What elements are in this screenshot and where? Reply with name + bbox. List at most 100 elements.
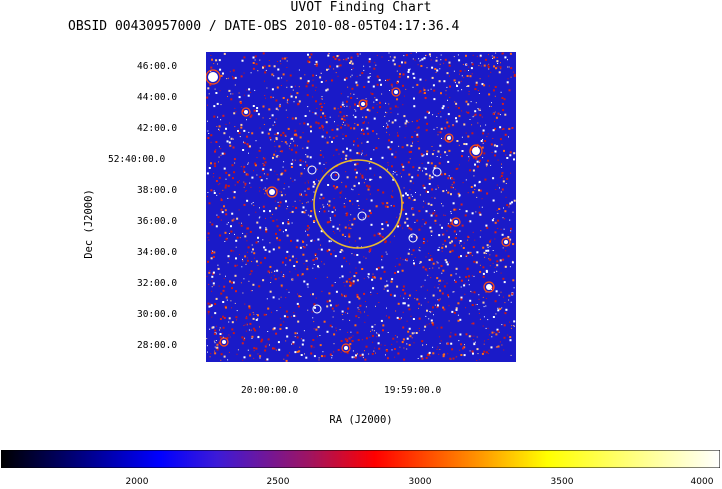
noise-pixel xyxy=(391,89,393,91)
noise-pixel xyxy=(339,329,341,331)
noise-pixel xyxy=(325,117,327,119)
noise-pixel xyxy=(345,58,348,61)
noise-pixel xyxy=(237,128,239,130)
noise-pixel xyxy=(450,211,452,213)
noise-pixel xyxy=(425,315,427,317)
noise-pixel xyxy=(250,91,252,93)
noise-pixel xyxy=(341,314,343,315)
noise-pixel xyxy=(282,166,284,168)
noise-pixel xyxy=(354,356,357,359)
noise-pixel xyxy=(257,70,259,72)
noise-pixel xyxy=(250,114,253,117)
noise-pixel xyxy=(431,76,434,79)
noise-pixel xyxy=(453,70,455,72)
noise-pixel xyxy=(286,101,288,103)
noise-pixel xyxy=(214,350,216,352)
noise-pixel xyxy=(246,89,248,91)
noise-pixel xyxy=(427,89,429,91)
noise-pixel xyxy=(291,255,294,258)
noise-pixel xyxy=(352,335,354,337)
noise-pixel xyxy=(312,79,314,81)
noise-pixel xyxy=(317,238,320,241)
noise-pixel xyxy=(312,96,314,98)
noise-pixel xyxy=(340,93,342,95)
noise-pixel xyxy=(277,341,280,344)
noise-pixel xyxy=(442,233,445,236)
noise-pixel xyxy=(358,208,360,209)
noise-pixel xyxy=(264,71,267,74)
noise-pixel xyxy=(428,259,431,261)
noise-pixel xyxy=(275,332,278,335)
noise-pixel xyxy=(426,150,429,153)
noise-pixel xyxy=(322,156,324,158)
noise-pixel xyxy=(421,162,423,164)
noise-pixel xyxy=(397,132,398,134)
noise-pixel xyxy=(432,346,434,348)
noise-pixel xyxy=(319,154,322,156)
noise-pixel xyxy=(410,228,413,231)
noise-pixel xyxy=(284,169,287,172)
noise-pixel xyxy=(344,157,347,160)
noise-pixel xyxy=(222,315,225,318)
noise-pixel xyxy=(307,60,310,63)
noise-pixel xyxy=(449,335,452,338)
noise-pixel xyxy=(262,239,264,241)
noise-pixel xyxy=(402,104,404,106)
noise-pixel xyxy=(440,127,443,130)
noise-pixel xyxy=(298,295,301,298)
noise-pixel xyxy=(253,109,256,112)
noise-pixel xyxy=(229,336,231,338)
noise-pixel xyxy=(230,300,232,302)
noise-pixel xyxy=(210,353,212,355)
noise-pixel xyxy=(454,279,456,281)
noise-pixel xyxy=(353,93,355,95)
noise-pixel xyxy=(486,244,489,247)
noise-pixel xyxy=(271,73,274,76)
noise-pixel xyxy=(410,315,412,317)
noise-pixel xyxy=(376,83,379,86)
noise-pixel xyxy=(494,266,496,268)
noise-pixel xyxy=(243,338,246,341)
noise-pixel xyxy=(372,85,375,88)
noise-pixel xyxy=(472,156,475,159)
noise-pixel xyxy=(501,144,503,146)
noise-pixel xyxy=(497,228,499,229)
noise-pixel xyxy=(429,212,431,214)
noise-pixel xyxy=(355,272,358,274)
noise-pixel xyxy=(223,205,225,208)
noise-pixel xyxy=(421,340,424,343)
noise-pixel xyxy=(509,154,512,157)
noise-pixel xyxy=(320,198,322,200)
noise-pixel xyxy=(294,117,297,120)
noise-pixel xyxy=(243,141,244,143)
noise-pixel xyxy=(216,102,219,105)
noise-pixel xyxy=(350,331,352,333)
noise-pixel xyxy=(459,349,461,351)
noise-pixel xyxy=(379,277,382,280)
noise-pixel xyxy=(412,141,414,143)
noise-pixel xyxy=(375,205,378,208)
noise-pixel xyxy=(351,336,353,338)
noise-pixel xyxy=(328,248,331,251)
noise-pixel xyxy=(306,94,309,97)
noise-pixel xyxy=(291,137,294,140)
noise-pixel xyxy=(505,154,507,156)
noise-pixel xyxy=(210,304,213,307)
noise-pixel xyxy=(392,178,395,181)
noise-pixel xyxy=(404,61,407,64)
noise-pixel xyxy=(274,121,276,123)
noise-pixel xyxy=(256,107,259,109)
noise-pixel xyxy=(244,235,247,238)
noise-pixel xyxy=(486,65,488,66)
noise-pixel xyxy=(222,189,224,191)
noise-pixel xyxy=(508,127,511,130)
noise-pixel xyxy=(359,53,361,55)
field-noise xyxy=(206,52,516,362)
noise-pixel xyxy=(418,228,421,231)
noise-pixel xyxy=(350,97,353,99)
noise-pixel xyxy=(499,308,502,310)
noise-pixel xyxy=(447,224,450,227)
noise-pixel xyxy=(299,159,302,162)
noise-pixel xyxy=(419,90,422,93)
noise-pixel xyxy=(234,264,237,267)
